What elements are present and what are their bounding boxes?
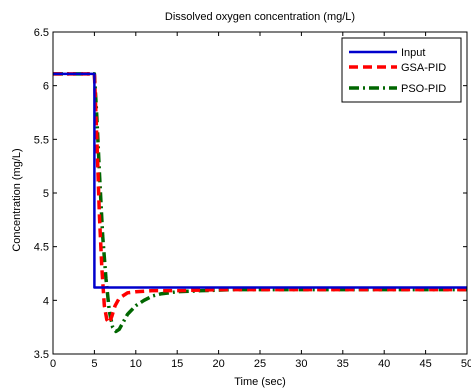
y-tick-label: 6.5 xyxy=(34,27,49,39)
x-tick-label: 40 xyxy=(378,358,390,370)
legend-label-gsa-pid: GSA-PID xyxy=(401,62,446,74)
legend-label-input: Input xyxy=(401,47,425,59)
legend: Input GSA-PID PSO-PID xyxy=(341,37,462,103)
legend-box xyxy=(341,37,462,103)
x-tick-label: 50 xyxy=(461,358,471,370)
y-tick-label: 6 xyxy=(43,81,49,93)
y-tick-label: 4.5 xyxy=(34,242,49,254)
x-tick-label: 10 xyxy=(130,358,142,370)
x-tick-label: 5 xyxy=(91,358,97,370)
x-tick-label: 30 xyxy=(295,358,307,370)
y-tick-label: 3.5 xyxy=(34,349,49,361)
axes-frame xyxy=(52,31,468,355)
y-axis-label: Concentration (mg/L) xyxy=(11,148,23,251)
x-axis-label: Time (sec) xyxy=(234,376,286,388)
x-tick-label: 25 xyxy=(254,358,266,370)
y-tick-label: 5 xyxy=(43,188,49,200)
series-line-gsa-pid xyxy=(53,72,467,325)
plot-lines xyxy=(53,72,467,334)
x-tick-label: 35 xyxy=(337,358,349,370)
series-line-input xyxy=(53,72,467,289)
x-tick-label: 0 xyxy=(50,358,56,370)
y-tick-label: 5.5 xyxy=(34,134,49,146)
x-tick-label: 15 xyxy=(171,358,183,370)
x-tick-label: 20 xyxy=(212,358,224,370)
y-tick-label: 4 xyxy=(43,295,49,307)
chart-title: Dissolved oxygen concentration (mg/L) xyxy=(165,11,355,23)
axis-ticks: 0 5 10 15 20 25 30 35 40 45 50 3.5 4 4.5 5 5.5 6 6.5 xyxy=(34,27,471,370)
legend-label-pso-pid: PSO-PID xyxy=(401,83,446,95)
x-tick-label: 45 xyxy=(419,358,431,370)
